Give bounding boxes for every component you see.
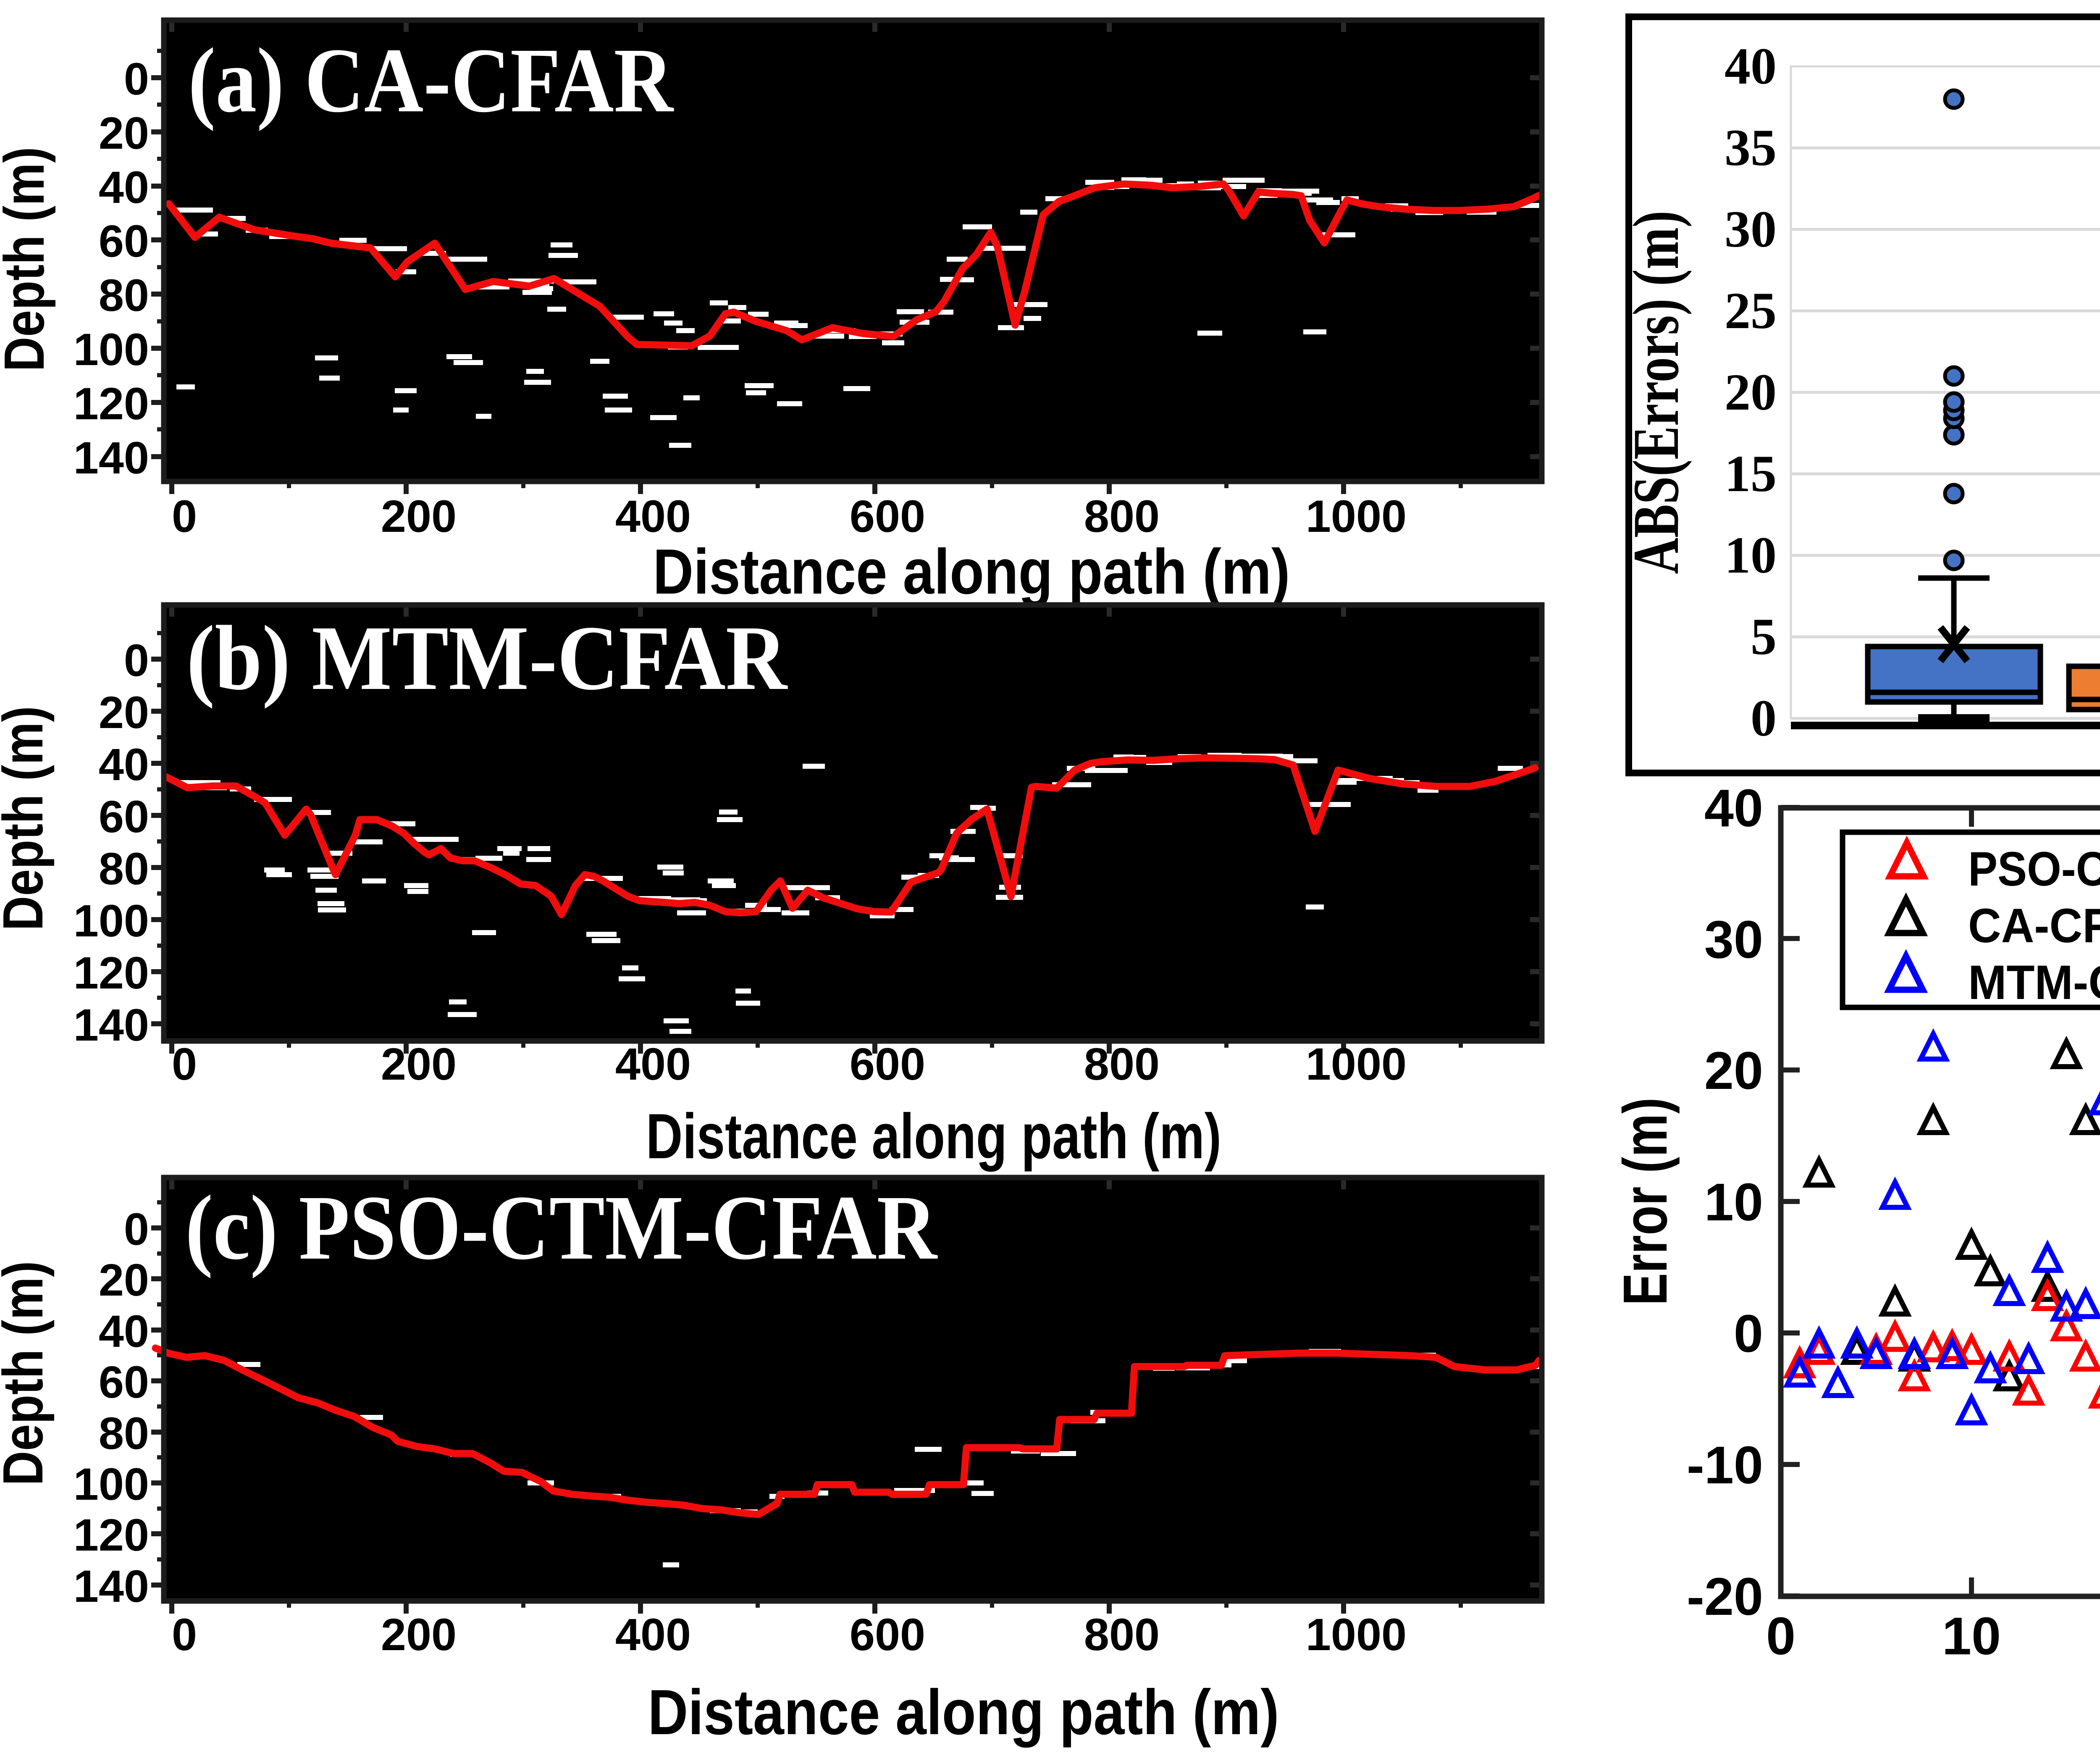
svg-text:(a) CA-CFAR: (a) CA-CFAR xyxy=(188,29,674,131)
svg-text:40: 40 xyxy=(99,1306,149,1356)
svg-text:0: 0 xyxy=(124,53,149,104)
svg-text:0: 0 xyxy=(1751,689,1777,747)
svg-text:30: 30 xyxy=(1704,910,1763,969)
svg-text:ABS(Errors) (m): ABS(Errors) (m) xyxy=(1620,211,1692,574)
svg-text:35: 35 xyxy=(1725,119,1777,176)
svg-text:1000: 1000 xyxy=(1306,1609,1407,1660)
svg-text:Depth (m): Depth (m) xyxy=(0,147,56,372)
svg-text:800: 800 xyxy=(1084,1038,1160,1089)
svg-text:800: 800 xyxy=(1084,1609,1160,1660)
svg-text:200: 200 xyxy=(381,1609,457,1660)
svg-text:20: 20 xyxy=(1725,363,1777,421)
svg-text:30: 30 xyxy=(1725,200,1777,258)
svg-text:20: 20 xyxy=(99,108,149,158)
svg-text:0: 0 xyxy=(172,1038,197,1089)
svg-text:100: 100 xyxy=(74,1459,149,1509)
svg-text:80: 80 xyxy=(99,843,149,894)
svg-text:40: 40 xyxy=(99,162,149,213)
svg-text:140: 140 xyxy=(74,432,149,483)
svg-text:(c) PSO-CTM-CFAR: (c) PSO-CTM-CFAR xyxy=(185,1176,938,1279)
svg-text:0: 0 xyxy=(172,491,197,542)
svg-text:600: 600 xyxy=(850,1609,925,1660)
svg-text:40: 40 xyxy=(99,739,149,790)
svg-text:-10: -10 xyxy=(1687,1435,1763,1495)
svg-text:10: 10 xyxy=(1704,1172,1763,1232)
svg-text:MTM-CFAR: MTM-CFAR xyxy=(1968,956,2100,1009)
svg-text:PSO-CTM-CFAR: PSO-CTM-CFAR xyxy=(1968,842,2100,896)
svg-text:80: 80 xyxy=(99,1408,149,1459)
svg-text:0: 0 xyxy=(172,1609,197,1660)
svg-text:1000: 1000 xyxy=(1306,491,1407,542)
svg-text:200: 200 xyxy=(381,1038,457,1089)
svg-text:Depth (m): Depth (m) xyxy=(0,706,55,931)
svg-text:200: 200 xyxy=(381,491,457,542)
svg-text:120: 120 xyxy=(74,947,149,998)
svg-text:40: 40 xyxy=(1725,37,1777,95)
svg-text:1000: 1000 xyxy=(1306,1038,1407,1089)
svg-text:0: 0 xyxy=(1734,1304,1763,1363)
svg-text:100: 100 xyxy=(74,324,149,375)
svg-text:800: 800 xyxy=(1084,491,1160,542)
svg-text:600: 600 xyxy=(850,1038,925,1089)
svg-text:20: 20 xyxy=(99,1254,149,1305)
svg-text:5: 5 xyxy=(1751,608,1777,665)
svg-text:Distance along path (m): Distance along path (m) xyxy=(646,1101,1221,1172)
svg-text:120: 120 xyxy=(74,1509,149,1560)
svg-text:20: 20 xyxy=(1704,1041,1763,1100)
svg-text:Distance along path (m): Distance along path (m) xyxy=(653,536,1290,607)
svg-text:60: 60 xyxy=(99,791,149,842)
svg-text:140: 140 xyxy=(74,999,149,1050)
svg-text:120: 120 xyxy=(74,378,149,429)
svg-text:400: 400 xyxy=(615,1038,691,1089)
svg-text:140: 140 xyxy=(74,1561,149,1611)
svg-text:-20: -20 xyxy=(1687,1567,1763,1626)
svg-text:80: 80 xyxy=(99,270,149,321)
svg-text:40: 40 xyxy=(1704,778,1763,838)
svg-text:400: 400 xyxy=(615,1609,691,1660)
svg-text:Distance along path (m): Distance along path (m) xyxy=(648,1677,1279,1748)
svg-text:Error (m): Error (m) xyxy=(1611,1098,1680,1306)
svg-text:100: 100 xyxy=(74,895,149,946)
svg-text:0: 0 xyxy=(1766,1606,1796,1666)
svg-text:10: 10 xyxy=(1725,526,1777,584)
svg-text:10: 10 xyxy=(1942,1606,2001,1666)
svg-text:20: 20 xyxy=(99,687,149,738)
svg-text:600: 600 xyxy=(850,491,925,542)
svg-text:15: 15 xyxy=(1725,445,1777,502)
svg-text:25: 25 xyxy=(1725,282,1777,339)
svg-text:60: 60 xyxy=(99,1356,149,1407)
svg-text:(b) MTM-CFAR: (b) MTM-CFAR xyxy=(186,607,788,709)
svg-text:60: 60 xyxy=(99,216,149,266)
svg-text:Depth (m): Depth (m) xyxy=(0,1261,55,1486)
svg-text:CA-CFAR: CA-CFAR xyxy=(1968,899,2100,953)
svg-text:0: 0 xyxy=(124,635,149,686)
svg-text:0: 0 xyxy=(124,1204,149,1254)
svg-text:400: 400 xyxy=(615,491,691,542)
